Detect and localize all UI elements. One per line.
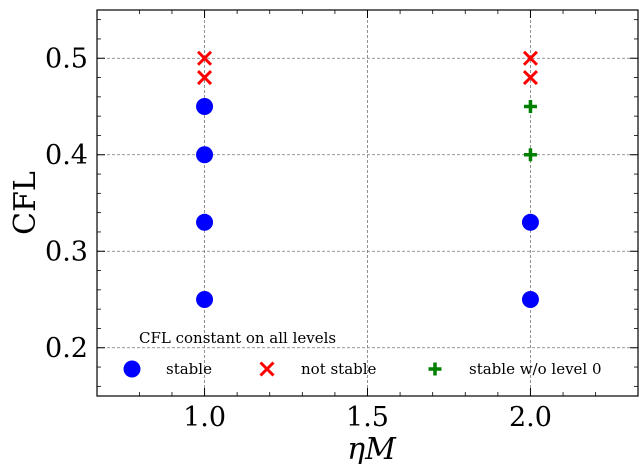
- legend-label-stable-w-o-level-0: stable w/o level 0: [469, 360, 602, 378]
- x-axis-label: ηM: [347, 432, 397, 464]
- legend: CFL constant on all levels stable not sta…: [123, 329, 602, 378]
- point-stable: [196, 213, 214, 231]
- point-not-stable: [522, 50, 539, 66]
- x-stroke: [196, 69, 213, 86]
- axis-ticks: [97, 10, 638, 396]
- legend-marker-stable: [123, 360, 141, 378]
- point-stable: [521, 213, 539, 231]
- point-not-stable: [196, 69, 213, 86]
- x-stroke: [259, 361, 275, 377]
- tick-labels: 1.0 1.5 2.0 0.2 0.3 0.4 0.5: [45, 43, 552, 433]
- x-stroke: [522, 50, 539, 66]
- y-tick-label: 0.4: [45, 140, 88, 171]
- x-tick-label: 1.5: [346, 402, 389, 433]
- x-stroke: [522, 69, 539, 86]
- legend-label-stable: stable: [166, 360, 212, 378]
- point-stable: [521, 291, 539, 308]
- y-tick-label: 0.2: [45, 333, 88, 364]
- y-axis-label: CFL: [8, 171, 43, 235]
- point-stable: [196, 146, 214, 164]
- y-tick-label: 0.5: [45, 43, 88, 74]
- legend-title: CFL constant on all levels: [139, 329, 336, 347]
- point-stable: [196, 291, 214, 308]
- point-not-stable: [522, 69, 539, 86]
- data-points: [196, 50, 539, 308]
- legend-marker-not-stable: [259, 361, 275, 377]
- legend-label-not-stable: not stable: [301, 360, 377, 378]
- x-stroke: [196, 50, 213, 66]
- point-stable: [196, 98, 214, 115]
- y-tick-label: 0.3: [45, 236, 88, 267]
- x-tick-label: 1.0: [183, 402, 226, 433]
- point-stable-w-o-level-0: [523, 148, 537, 162]
- point-stable-w-o-level-0: [523, 100, 537, 113]
- point-not-stable: [196, 50, 213, 66]
- legend-marker-stable-w-o-level-0: [428, 362, 442, 376]
- grid-lines: [97, 10, 638, 396]
- x-tick-label: 2.0: [509, 402, 552, 433]
